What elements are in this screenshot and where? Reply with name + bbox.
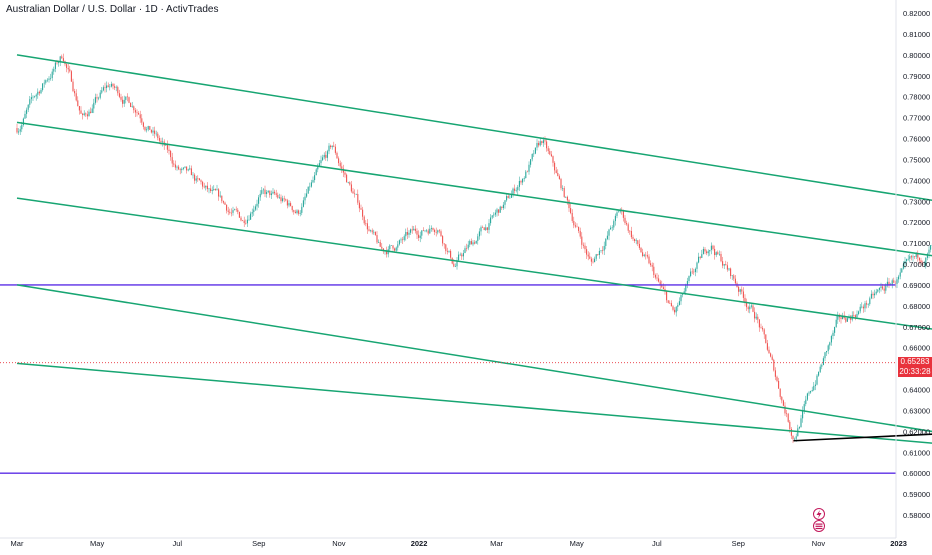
- candle: [500, 206, 501, 213]
- y-tick-label: 0.67000: [903, 323, 930, 332]
- x-tick-label: Sep: [252, 539, 265, 548]
- chart-title: Australian Dollar / U.S. Dollar · 1D · A…: [6, 4, 218, 15]
- y-tick-label: 0.69000: [903, 281, 930, 290]
- x-tick-label: 2023: [890, 539, 907, 548]
- y-tick-label: 0.68000: [903, 302, 930, 311]
- candle: [788, 413, 789, 423]
- y-tick-label: 0.74000: [903, 176, 930, 185]
- y-tick-label: 0.63000: [903, 406, 930, 415]
- candle: [130, 102, 131, 107]
- x-tick-label: Jul: [172, 539, 182, 548]
- candle: [239, 212, 240, 218]
- x-tick-label: Mar: [490, 539, 503, 548]
- candle: [783, 400, 784, 407]
- candle: [476, 240, 477, 243]
- candle: [484, 227, 485, 230]
- x-tick-label: Nov: [812, 539, 826, 548]
- candle: [391, 245, 392, 246]
- candle: [816, 374, 817, 385]
- candle: [71, 70, 72, 82]
- y-tick-label: 0.62000: [903, 427, 930, 436]
- candle: [773, 359, 774, 372]
- candle: [149, 126, 150, 130]
- candle: [346, 173, 347, 182]
- candle: [765, 334, 766, 343]
- y-tick-label: 0.77000: [903, 114, 930, 123]
- x-tick-label: Jul: [652, 539, 662, 548]
- y-tick-label: 0.75000: [903, 155, 930, 164]
- y-tick-label: 0.71000: [903, 239, 930, 248]
- y-tick-label: 0.70000: [903, 260, 930, 269]
- y-tick-label: 0.82000: [903, 9, 930, 18]
- y-tick-label: 0.59000: [903, 490, 930, 499]
- x-tick-label: Mar: [11, 539, 24, 548]
- bar-countdown: 20:33:28: [898, 367, 932, 377]
- current-price-value: 0.65283: [898, 357, 932, 367]
- x-tick-label: Sep: [732, 539, 745, 548]
- y-tick-label: 0.80000: [903, 51, 930, 60]
- x-tick-label: Nov: [332, 539, 346, 548]
- y-tick-label: 0.72000: [903, 218, 930, 227]
- y-tick-label: 0.60000: [903, 469, 930, 478]
- y-tick-label: 0.78000: [903, 93, 930, 102]
- y-tick-label: 0.66000: [903, 344, 930, 353]
- candle: [308, 186, 309, 193]
- y-tick-label: 0.76000: [903, 135, 930, 144]
- y-tick-label: 0.81000: [903, 30, 930, 39]
- y-tick-label: 0.73000: [903, 197, 930, 206]
- y-tick-label: 0.58000: [903, 511, 930, 520]
- flag-icon[interactable]: [814, 521, 825, 532]
- y-tick-label: 0.79000: [903, 72, 930, 81]
- candle: [128, 97, 129, 104]
- y-tick-label: 0.61000: [903, 448, 930, 457]
- y-tick-label: 0.64000: [903, 386, 930, 395]
- lightning-icon[interactable]: [814, 509, 825, 520]
- x-tick-label: 2022: [411, 539, 428, 548]
- x-tick-label: May: [90, 539, 104, 548]
- x-tick-label: May: [570, 539, 584, 548]
- candle: [535, 147, 536, 154]
- current-price-label: 0.65283 20:33:28: [898, 357, 932, 377]
